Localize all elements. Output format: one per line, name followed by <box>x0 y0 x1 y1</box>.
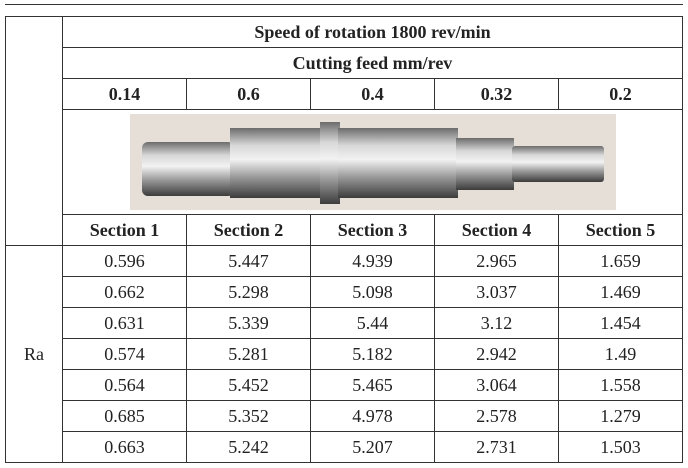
data-cell: 3.037 <box>434 276 559 308</box>
data-row: 0.574 5.281 5.182 2.942 1.49 <box>6 338 683 370</box>
data-cell: 5.339 <box>186 307 311 339</box>
subtitle-cell: Cutting feed mm/rev <box>62 47 683 79</box>
data-cell: 5.207 <box>310 431 435 463</box>
section-cell: Section 5 <box>558 214 683 246</box>
data-cell: 2.731 <box>434 431 559 463</box>
data-cell: 3.12 <box>434 307 559 339</box>
data-cell: 5.447 <box>186 245 311 277</box>
shaft-photo <box>129 114 616 210</box>
table-body: Speed of rotation 1800 rev/min Cutting f… <box>5 16 683 463</box>
data-cell: 0.663 <box>62 431 187 463</box>
section-cell: Section 2 <box>186 214 311 246</box>
section-cell: Section 3 <box>310 214 435 246</box>
data-row: 0.663 5.242 5.207 2.731 1.503 <box>6 431 683 463</box>
data-cell: 0.631 <box>62 307 187 339</box>
data-cell: 5.352 <box>186 400 311 432</box>
data-cell: 1.558 <box>558 369 683 401</box>
feed-cell: 0.14 <box>62 78 187 110</box>
title-cell: Speed of rotation 1800 rev/min <box>62 16 683 48</box>
section-cell: Section 1 <box>62 214 187 246</box>
feed-cell: 0.6 <box>186 78 311 110</box>
data-cell: 5.281 <box>186 338 311 370</box>
results-table: Speed of rotation 1800 rev/min Cutting f… <box>5 16 683 463</box>
header-row: Speed of rotation 1800 rev/min <box>5 16 683 246</box>
image-row <box>6 109 683 215</box>
section-row: Section 1 Section 2 Section 3 Section 4 Sect… <box>6 214 683 246</box>
data-row: Ra 0.596 5.447 4.939 2.965 1.659 <box>5 245 683 463</box>
data-row: 0.662 5.298 5.098 3.037 1.469 <box>6 276 683 308</box>
image-cell <box>62 109 683 215</box>
data-cell: 3.064 <box>434 369 559 401</box>
data-cell: 2.578 <box>434 400 559 432</box>
feed-cell: 0.32 <box>434 78 559 110</box>
data-cell: 1.503 <box>558 431 683 463</box>
data-cell: 5.298 <box>186 276 311 308</box>
data-cell: 0.574 <box>62 338 187 370</box>
data-cell: 5.452 <box>186 369 311 401</box>
data-cell: 5.182 <box>310 338 435 370</box>
feed-row: 0.14 0.6 0.4 0.32 0.2 <box>6 78 683 110</box>
top-rule <box>5 4 683 5</box>
data-cell: 5.44 <box>310 307 435 339</box>
data-cell: 2.942 <box>434 338 559 370</box>
data-cell: 1.49 <box>558 338 683 370</box>
data-cell: 0.564 <box>62 369 187 401</box>
data-cell: 0.685 <box>62 400 187 432</box>
data-cell: 1.659 <box>558 245 683 277</box>
data-cell: 0.596 <box>62 245 187 277</box>
feed-cell: 0.2 <box>558 78 683 110</box>
data-cell: 5.098 <box>310 276 435 308</box>
data-cell: 4.978 <box>310 400 435 432</box>
data-cell: 2.965 <box>434 245 559 277</box>
row-label: Ra <box>5 245 63 463</box>
data-row: 0.631 5.339 5.44 3.12 1.454 <box>6 307 683 339</box>
feed-cell: 0.4 <box>310 78 435 110</box>
data-cell: 1.454 <box>558 307 683 339</box>
data-cell: 4.939 <box>310 245 435 277</box>
data-cell: 0.662 <box>62 276 187 308</box>
header-row: Cutting feed mm/rev <box>6 47 683 79</box>
data-cell: 5.465 <box>310 369 435 401</box>
data-cell: 1.279 <box>558 400 683 432</box>
data-cell: 1.469 <box>558 276 683 308</box>
data-row: 0.685 5.352 4.978 2.578 1.279 <box>6 400 683 432</box>
blank-cell <box>5 16 63 246</box>
section-cell: Section 4 <box>434 214 559 246</box>
data-row: 0.564 5.452 5.465 3.064 1.558 <box>6 369 683 401</box>
data-cell: 5.242 <box>186 431 311 463</box>
